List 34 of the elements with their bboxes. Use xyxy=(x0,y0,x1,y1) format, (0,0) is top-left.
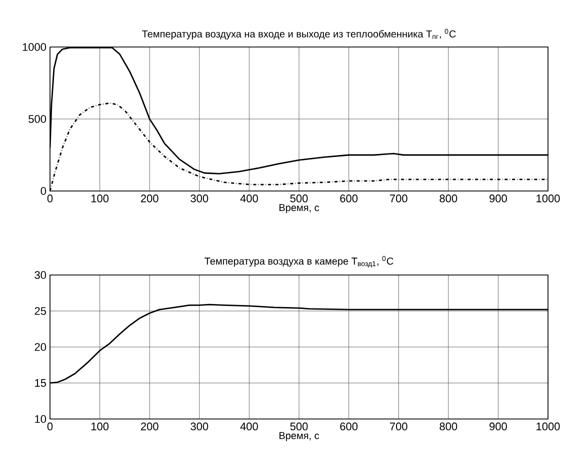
x-tick-label: 100 xyxy=(91,422,109,430)
y-tick-label: 1000 xyxy=(22,43,46,51)
x-tick-label: 800 xyxy=(440,422,458,430)
x-axis-title: Время, с xyxy=(280,432,320,442)
y-tick-label: 500 xyxy=(28,115,46,123)
y-tick-label: 0 xyxy=(40,187,46,195)
x-tick-label: 1000 xyxy=(536,422,560,430)
y-tick-label: 10 xyxy=(35,415,46,423)
x-axis-title: Время, с xyxy=(280,204,320,214)
x-tick-label: 500 xyxy=(290,422,308,430)
chart-title: Температура воздуха на входе и выходе из теплообменника T$_{пг}$, $^{0}$C xyxy=(142,28,456,40)
chart-title: Температура воздуха в камере T$_{возд1}$, $^{0}$C xyxy=(204,256,394,268)
x-tick-label: 600 xyxy=(340,194,358,202)
x-tick-label: 200 xyxy=(140,194,158,202)
x-tick-label: 0 xyxy=(47,194,53,202)
x-tick-label: 300 xyxy=(190,422,208,430)
y-tick-label: 20 xyxy=(34,343,46,351)
x-tick-label: 500 xyxy=(290,194,308,202)
y-tick-label: 25 xyxy=(34,307,46,315)
x-tick-label: 800 xyxy=(440,194,458,202)
x-tick-label: 300 xyxy=(190,194,208,202)
x-tick-label: 100 xyxy=(91,194,109,202)
x-tick-label: 700 xyxy=(390,422,408,430)
x-tick-label: 600 xyxy=(340,422,358,430)
x-tick-label: 0 xyxy=(47,422,53,430)
y-tick-label: 30 xyxy=(34,271,46,279)
x-tick-label: 900 xyxy=(490,422,507,430)
x-tick-label: 400 xyxy=(240,422,258,430)
x-tick-label: 1000 xyxy=(536,194,560,202)
y-tick-label: 15 xyxy=(35,379,46,387)
x-tick-label: 700 xyxy=(390,194,408,202)
x-tick-label: 400 xyxy=(240,194,258,202)
x-tick-label: 200 xyxy=(140,422,158,430)
x-tick-label: 900 xyxy=(490,194,507,202)
